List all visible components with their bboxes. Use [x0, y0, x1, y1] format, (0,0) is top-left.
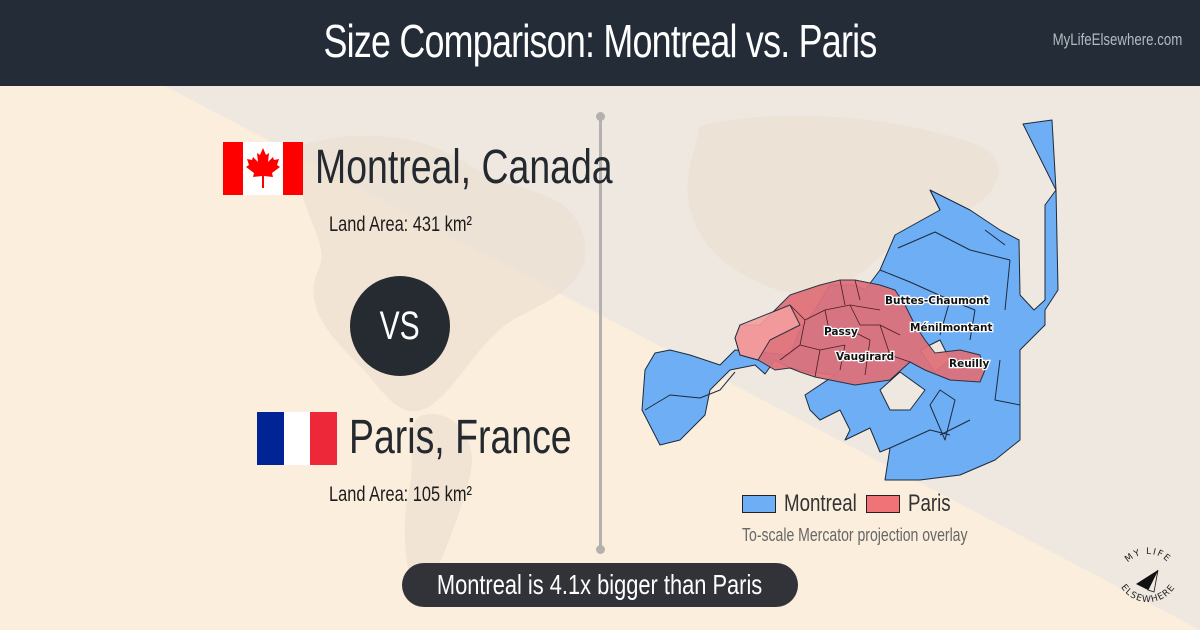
summary-badge: Montreal is 4.1x bigger than Paris	[402, 563, 798, 607]
divider-dot-bottom	[596, 545, 605, 554]
legend-label-paris: Paris	[908, 490, 951, 517]
header-bar: Size Comparison: Montreal vs. Paris MyLi…	[0, 0, 1200, 86]
label-buttes-chaumont: Buttes-Chaumont	[885, 295, 989, 307]
legend-swatch-montreal	[742, 495, 776, 513]
vs-badge: VS	[350, 276, 450, 376]
city2-name: Paris, France	[349, 411, 572, 464]
city1-name: Montreal, Canada	[315, 141, 613, 194]
map-overlay: Buttes-Chaumont Passy Ménilmontant Vaugi…	[641, 119, 1059, 481]
city1-land-area: Land Area: 431 km²	[329, 213, 472, 236]
vs-label: VS	[379, 303, 421, 348]
label-passy: Passy	[824, 326, 858, 338]
label-reuilly: Reuilly	[949, 358, 989, 370]
city2-heading: Paris, France	[257, 408, 634, 468]
divider-dot-top	[596, 112, 605, 121]
legend-note: To-scale Mercator projection overlay	[742, 525, 968, 545]
paris-shape	[734, 279, 986, 386]
legend-label-montreal: Montreal	[784, 490, 857, 517]
site-link[interactable]: MyLifeElsewhere.com	[1052, 30, 1182, 49]
canada-flag-icon	[223, 141, 303, 195]
label-vaugirard: Vaugirard	[836, 351, 894, 363]
svg-text:MY LIFE: MY LIFE	[1123, 547, 1172, 565]
mylifeelsewhere-logo: MY LIFE ELSEWHERE	[1118, 547, 1176, 605]
paper-plane-icon	[1136, 569, 1159, 593]
page-title: Size Comparison: Montreal vs. Paris	[323, 15, 878, 67]
france-flag-icon	[257, 411, 337, 465]
city1-heading: Montreal, Canada	[223, 138, 697, 198]
logo-top-text: MY LIFE	[1123, 547, 1171, 565]
map-legend: Montreal Paris	[742, 490, 963, 518]
legend-swatch-paris	[866, 495, 900, 513]
label-menilmontant: Ménilmontant	[910, 322, 992, 334]
vertical-divider	[599, 116, 602, 550]
city2-land-area: Land Area: 105 km²	[329, 483, 472, 506]
summary-text: Montreal is 4.1x bigger than Paris	[437, 569, 763, 600]
